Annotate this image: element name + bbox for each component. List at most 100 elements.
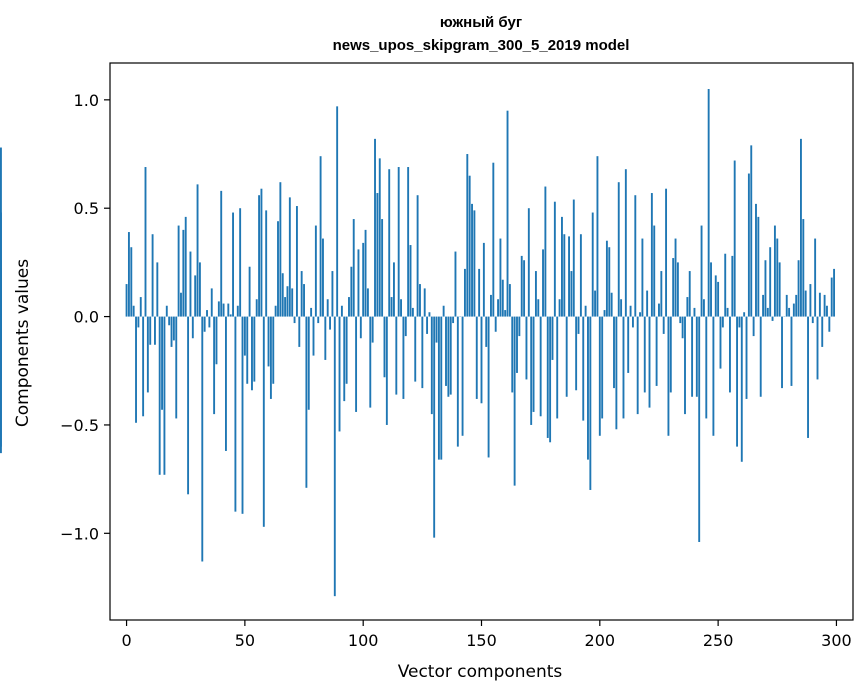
bar-250 [717,281,720,317]
bar-30 [196,184,199,317]
y-axis-label: Components values [13,259,33,427]
bar-87 [331,271,334,317]
bar-274 [773,225,776,317]
y-tick-label: 1.0 [74,91,99,110]
bar-216 [636,316,639,415]
bar-65 [279,182,282,317]
bar-241 [695,316,698,397]
bar-27 [189,251,192,317]
bar-124 [419,284,421,317]
bar-268 [759,316,762,397]
bar-22 [177,225,180,317]
bar-271 [766,307,769,317]
y-tick-label: 0.0 [74,308,99,327]
bar-33 [203,316,206,332]
bar-283 [795,294,798,317]
bar-260 [740,316,743,462]
bar-154 [490,294,492,317]
bar-170 [527,208,530,317]
bar-163 [511,316,514,393]
bar-226 [660,271,663,317]
bar-134 [442,305,445,317]
bar-144 [466,154,469,317]
bar-127 [426,316,429,334]
bar-219 [643,316,646,393]
bar-145 [468,175,471,317]
bar-286 [802,219,805,317]
bar-270 [764,260,767,317]
bar-12 [154,316,156,345]
bar-43 [227,303,230,317]
bar-189 [572,199,575,317]
x-tick-label: 100 [348,631,379,650]
y-tick-label: −1.0 [60,524,99,543]
bar-34 [206,310,208,317]
bar-133 [440,316,443,460]
bar-281 [790,316,793,386]
chart-subtitle: news_upos_skipgram_300_5_2019 model [333,37,630,54]
bar-208 [617,182,620,317]
bar-91 [340,305,343,317]
bar-112 [390,297,393,317]
bar-184 [561,216,563,317]
bar-103 [369,316,372,408]
bar-284 [797,260,800,317]
bar-8 [144,167,147,317]
bar-140 [456,316,459,447]
bar-93 [345,316,348,384]
bar-289 [809,284,812,317]
bar-77 [307,316,310,410]
bar-132 [437,316,440,460]
bar-166 [518,316,521,337]
bar-123 [416,195,419,317]
bar-294 [821,316,824,347]
bar-11 [151,234,154,317]
x-axis-label: Vector components [398,662,563,682]
bar-62 [272,316,275,384]
bar-191 [577,316,580,334]
bar-262 [745,316,748,399]
bar-125 [421,316,424,389]
bar-60 [267,316,270,367]
bar-177 [544,186,547,317]
bar-96 [352,219,355,317]
bar-211 [624,169,627,317]
bar-102 [366,288,369,317]
bar-217 [639,312,641,317]
bar-45 [232,212,234,317]
bar-275 [776,238,779,317]
bar-186 [565,316,568,397]
bar-117 [402,316,405,399]
bar-3 [132,305,135,317]
bar-122 [414,316,417,382]
y-axis: −1.0 −0.5 0.0 0.5 1.0 [60,91,110,543]
bar-242 [698,316,701,542]
bar-48 [239,208,242,317]
bar-137 [449,316,452,395]
bar-282 [792,303,795,317]
bar-25 [184,216,187,317]
x-tick-label: 0 [121,631,131,650]
bar-89 [336,106,339,317]
x-tick-label: 200 [585,631,616,650]
bar-218 [641,238,644,317]
bar-46 [234,316,237,512]
bar-198 [594,290,597,317]
bar-126 [423,288,426,317]
bar-276 [778,262,781,317]
bar-105 [374,138,376,317]
bar-84 [324,316,327,360]
bar-181 [553,201,556,317]
bar-39 [217,301,220,317]
bar-24 [182,229,185,317]
bar-68 [286,286,289,317]
bar-57 [260,188,263,317]
bar-110 [385,316,388,425]
bar-119 [407,167,410,317]
bar-244 [702,299,705,317]
bar-290 [811,316,814,324]
bar-299 [833,268,836,317]
bar-79 [312,316,315,356]
bar-188 [570,271,573,317]
bars-group [0,89,836,597]
